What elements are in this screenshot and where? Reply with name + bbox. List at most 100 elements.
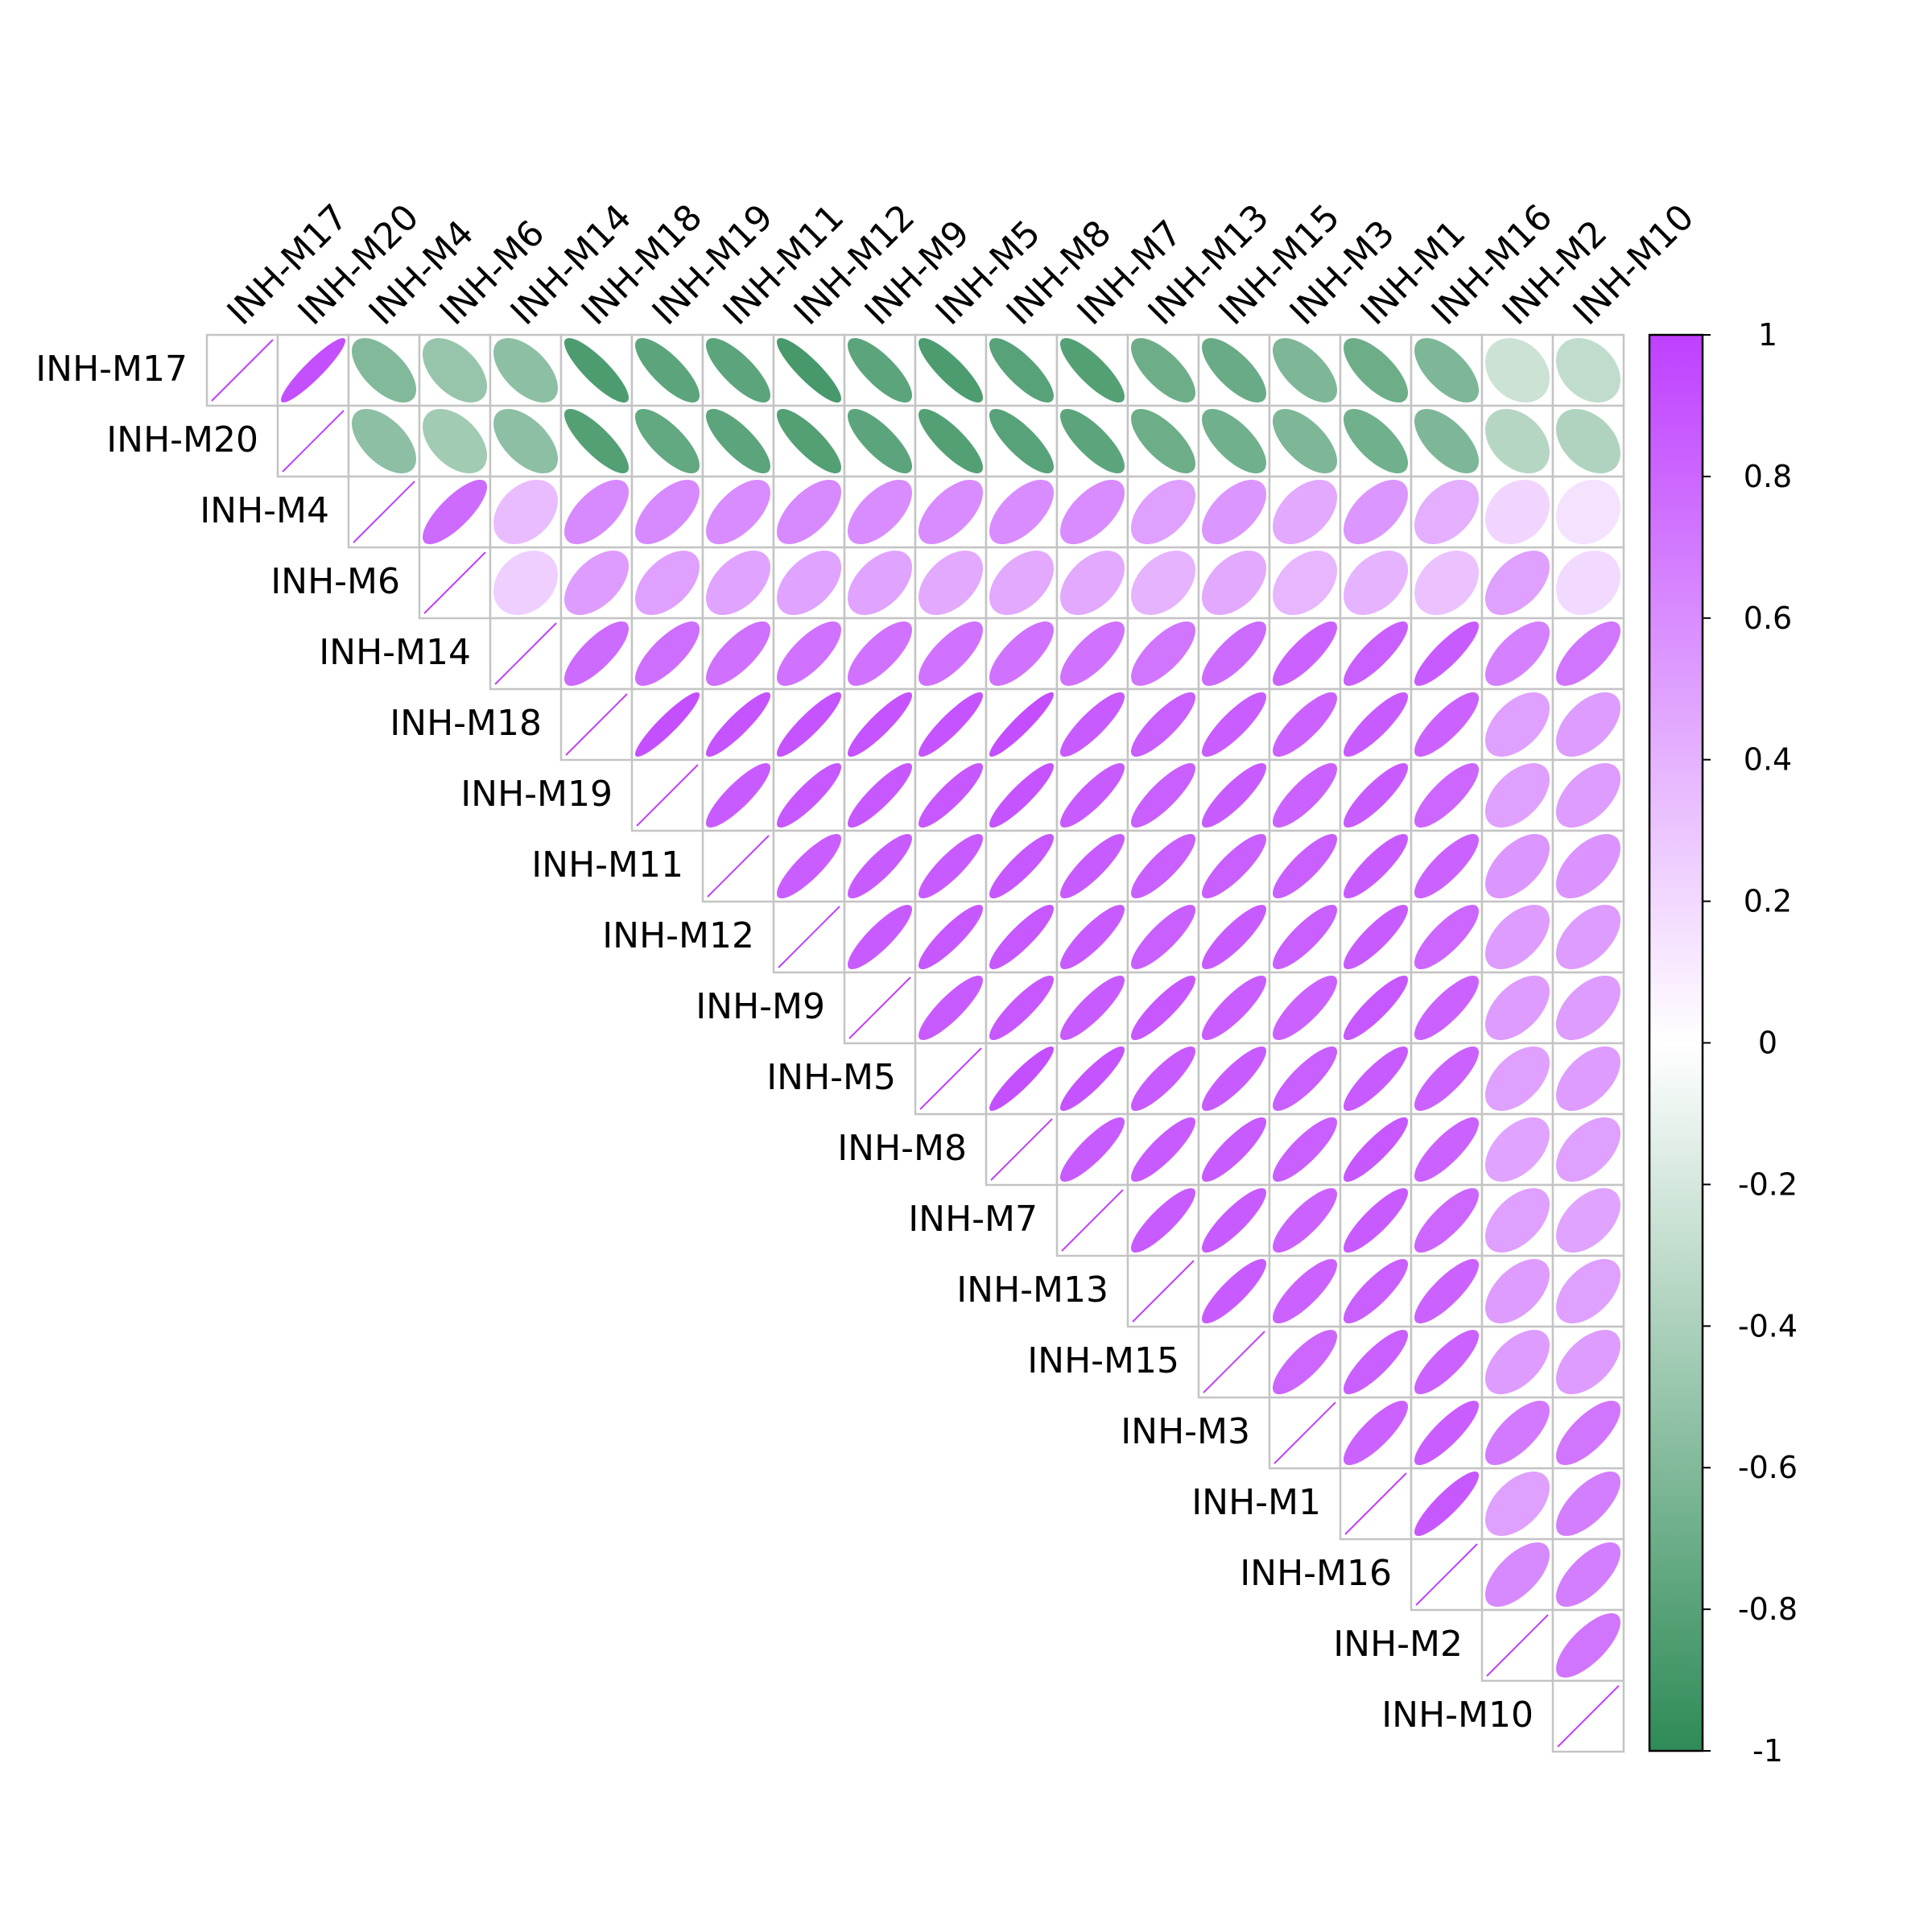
correlation-ellipse xyxy=(1130,904,1196,970)
correlation-ellipse xyxy=(1414,976,1479,1040)
correlation-ellipse xyxy=(1485,1046,1550,1111)
diagonal-mark xyxy=(282,410,345,473)
correlation-ellipse xyxy=(1130,833,1196,899)
row-label: INH-M10 xyxy=(1381,1695,1534,1736)
diagonal-mark xyxy=(848,976,911,1039)
correlation-ellipse xyxy=(1130,691,1196,758)
correlation-ellipse xyxy=(989,762,1055,828)
correlation-ellipse xyxy=(1273,621,1337,686)
correlation-ellipse xyxy=(1273,409,1337,473)
correlation-ellipse xyxy=(422,479,488,545)
row-label: INH-M5 xyxy=(766,1057,896,1098)
correlation-ellipse xyxy=(564,550,630,616)
correlation-ellipse xyxy=(1414,1046,1479,1111)
correlation-ellipse xyxy=(1130,621,1196,687)
correlation-ellipse xyxy=(1555,904,1621,970)
correlation-ellipse xyxy=(989,550,1055,616)
correlation-ellipse xyxy=(1414,1187,1480,1253)
correlation-ellipse xyxy=(918,762,984,828)
correlation-ellipse xyxy=(564,621,630,687)
correlation-ellipse xyxy=(1201,833,1267,899)
correlation-ellipse xyxy=(1202,1046,1266,1111)
correlation-ellipse xyxy=(1555,975,1621,1041)
diagonal-mark xyxy=(1486,1614,1549,1677)
column-labels: INH-M17INH-M20INH-M4INH-M6INH-M14INH-M18… xyxy=(220,196,1703,333)
correlation-ellipse xyxy=(423,338,487,402)
correlation-ellipse xyxy=(1202,905,1266,969)
correlation-ellipse xyxy=(989,904,1055,970)
correlation-ellipse xyxy=(1485,1542,1550,1607)
correlation-ellipse xyxy=(493,409,558,473)
correlation-ellipse xyxy=(1131,1188,1195,1253)
correlation-ellipse xyxy=(918,337,984,403)
diagonal-mark xyxy=(1415,1543,1478,1606)
correlation-ellipse xyxy=(352,409,416,473)
correlation-ellipse xyxy=(634,691,700,758)
correlation-ellipse xyxy=(1273,1259,1337,1323)
correlation-ellipse xyxy=(1555,1471,1621,1537)
correlation-ellipse xyxy=(1060,763,1125,828)
row-label: INH-M4 xyxy=(200,490,329,531)
correlation-ellipse xyxy=(1414,1117,1479,1182)
correlation-cells xyxy=(205,333,1625,1753)
correlation-ellipse xyxy=(1201,691,1267,758)
correlation-ellipse xyxy=(1414,692,1479,757)
correlation-ellipse xyxy=(1484,479,1550,545)
row-label: INH-M2 xyxy=(1333,1624,1463,1665)
diagonal-mark xyxy=(636,764,699,827)
correlation-ellipse xyxy=(1555,621,1621,687)
correlation-ellipse xyxy=(1555,762,1621,828)
row-label: INH-M1 xyxy=(1191,1482,1321,1523)
correlation-ellipse xyxy=(1344,905,1408,969)
correlation-ellipse xyxy=(1484,408,1550,474)
correlation-ellipse xyxy=(777,409,841,473)
correlation-ellipse xyxy=(705,691,771,758)
colorbar-tick-label: 0.2 xyxy=(1744,884,1792,919)
correlation-ellipse xyxy=(848,905,912,969)
correlation-ellipse xyxy=(1272,833,1338,899)
correlation-ellipse xyxy=(1273,976,1337,1040)
diagonal-mark xyxy=(1557,1685,1620,1748)
correlation-ellipse xyxy=(1485,551,1550,615)
correlation-ellipse xyxy=(1343,1258,1409,1324)
correlation-ellipse xyxy=(422,408,488,474)
correlation-ellipse xyxy=(847,691,913,758)
row-label: INH-M14 xyxy=(319,632,471,673)
correlation-ellipse xyxy=(1344,338,1408,402)
correlation-ellipse xyxy=(776,762,842,828)
correlation-ellipse xyxy=(1485,1117,1550,1182)
correlation-ellipse xyxy=(1485,834,1550,898)
row-label: INH-M15 xyxy=(1027,1340,1179,1381)
correlation-ellipse xyxy=(847,479,913,545)
diagonal-mark xyxy=(1344,1472,1407,1535)
correlation-ellipse xyxy=(1273,692,1337,757)
diagonal-mark xyxy=(1203,1331,1265,1393)
correlation-ellipse xyxy=(1201,550,1267,616)
correlation-ellipse xyxy=(1202,480,1266,544)
correlation-ellipse xyxy=(989,479,1055,545)
correlation-ellipse xyxy=(1555,1329,1621,1395)
correlation-ellipse xyxy=(1131,551,1195,615)
correlation-ellipse xyxy=(1343,1329,1409,1395)
correlation-ellipse xyxy=(706,763,770,828)
correlation-ellipse xyxy=(776,337,842,403)
correlation-ellipse xyxy=(1059,1046,1125,1112)
correlation-ellipse xyxy=(1272,904,1338,970)
correlation-ellipse xyxy=(706,551,770,615)
correlation-ellipse xyxy=(1414,479,1480,545)
correlation-ellipse xyxy=(848,834,912,898)
correlation-ellipse xyxy=(1414,834,1479,898)
diagonal-mark xyxy=(353,481,415,543)
correlation-ellipse xyxy=(1555,408,1621,474)
correlation-ellipse xyxy=(1414,550,1480,615)
correlation-ellipse xyxy=(1201,975,1267,1041)
correlation-ellipse xyxy=(1414,338,1479,402)
correlation-ellipse xyxy=(1414,904,1480,970)
correlation-ellipse xyxy=(564,337,630,403)
correlation-ellipse xyxy=(1272,479,1338,545)
correlation-ellipse xyxy=(989,337,1055,403)
correlation-ellipse xyxy=(847,337,913,403)
correlation-ellipse xyxy=(1060,621,1125,686)
correlation-ellipse xyxy=(777,551,841,615)
